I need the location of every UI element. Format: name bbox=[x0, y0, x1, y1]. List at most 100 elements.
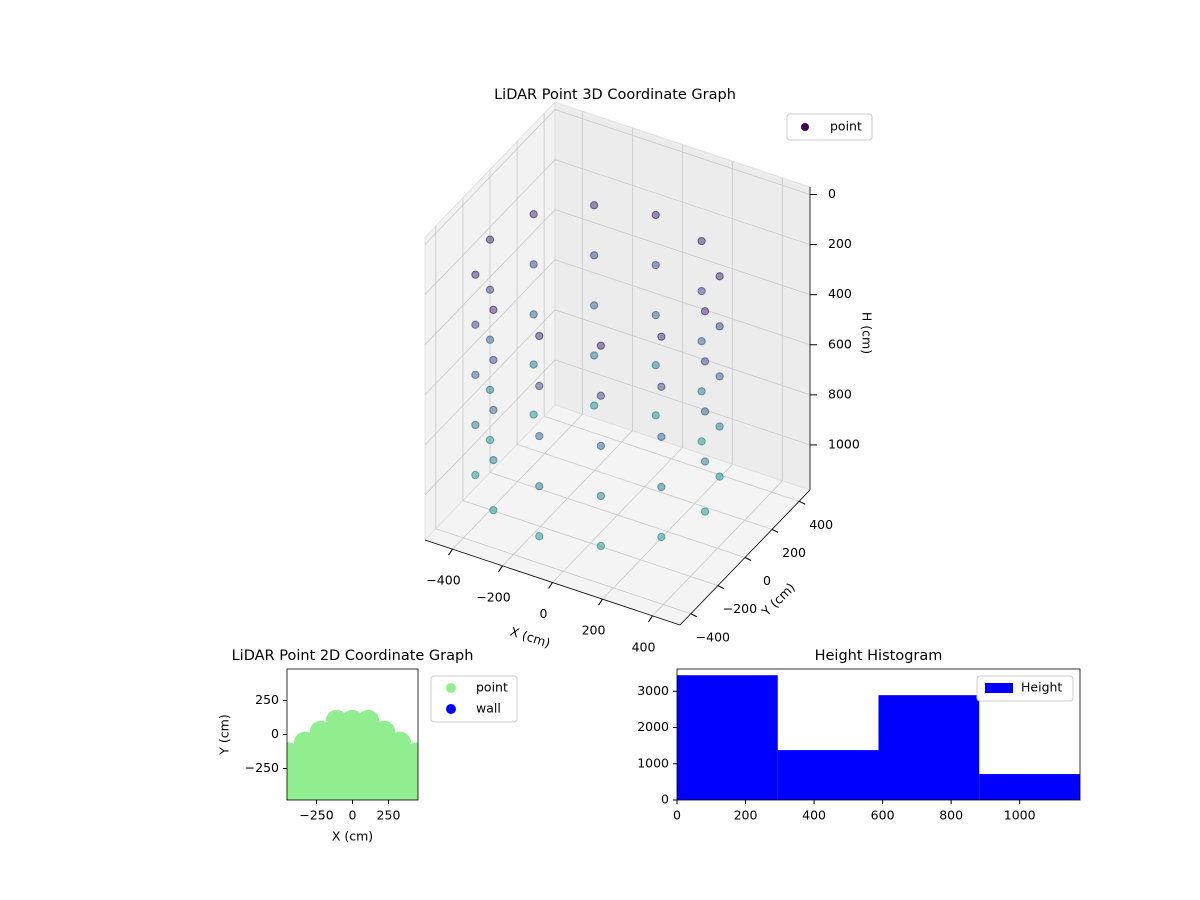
point bbox=[535, 381, 544, 391]
point bbox=[357, 709, 380, 732]
grid-line bbox=[424, 209, 556, 345]
z-tick-label: 400 bbox=[828, 286, 852, 301]
x-tick-label: −250 bbox=[299, 808, 333, 823]
chart-title: LiDAR Point 2D Coordinate Graph bbox=[232, 648, 474, 664]
point bbox=[535, 532, 544, 541]
point bbox=[489, 506, 498, 515]
point bbox=[657, 482, 666, 492]
x-tick-label: 0 bbox=[540, 606, 548, 621]
point bbox=[596, 491, 605, 501]
grid-line bbox=[424, 259, 556, 396]
z-axis-label: H (cm) bbox=[860, 312, 875, 354]
point bbox=[697, 337, 706, 346]
y-tick bbox=[771, 528, 779, 533]
grid-line bbox=[516, 443, 773, 530]
point bbox=[590, 201, 599, 210]
point bbox=[657, 432, 666, 441]
x-tick-label: −400 bbox=[426, 573, 460, 588]
x-tick bbox=[448, 548, 453, 556]
point bbox=[471, 470, 480, 480]
x-tick bbox=[648, 615, 653, 623]
x-tick-label: 200 bbox=[582, 623, 606, 638]
point bbox=[489, 355, 498, 365]
point bbox=[651, 210, 660, 220]
legend-label: Height bbox=[1021, 680, 1062, 695]
y-axis bbox=[679, 489, 811, 626]
x-tick-label: 400 bbox=[802, 808, 826, 823]
point bbox=[489, 305, 498, 314]
grid-line bbox=[554, 309, 811, 396]
point bbox=[471, 370, 480, 379]
point bbox=[485, 385, 495, 394]
x-tick-label: 0 bbox=[673, 808, 681, 823]
x-tick-label: 800 bbox=[939, 808, 963, 823]
z-tick-label: 200 bbox=[828, 236, 852, 251]
point bbox=[529, 310, 538, 319]
grid-line bbox=[435, 528, 691, 615]
y-tick-label: 0 bbox=[271, 726, 279, 741]
y-tick bbox=[690, 613, 698, 618]
point bbox=[596, 441, 605, 450]
x-tick-label: 200 bbox=[734, 808, 758, 823]
legend-patch bbox=[985, 683, 1013, 693]
point bbox=[485, 435, 495, 445]
legend-marker bbox=[446, 704, 456, 714]
grid-line bbox=[424, 309, 556, 446]
point bbox=[715, 372, 724, 381]
point bbox=[489, 455, 498, 465]
point bbox=[535, 482, 544, 491]
y-tick-label: 3000 bbox=[637, 683, 669, 698]
x-tick bbox=[548, 582, 553, 589]
grid-line bbox=[489, 472, 746, 558]
point bbox=[700, 307, 710, 316]
bar bbox=[777, 750, 879, 800]
point bbox=[485, 335, 495, 344]
y-tick-label: 250 bbox=[255, 692, 279, 707]
legend-box bbox=[786, 113, 873, 141]
y-tick-label: 0 bbox=[661, 792, 669, 807]
x-tick-label: 600 bbox=[871, 808, 895, 823]
legend-marker bbox=[801, 123, 809, 131]
x-tick bbox=[598, 598, 603, 606]
y-tick-label: 0 bbox=[763, 573, 771, 588]
point bbox=[715, 472, 724, 481]
z-tick-label: 600 bbox=[828, 336, 852, 351]
grid-line bbox=[544, 415, 800, 502]
y-tick-label: −400 bbox=[696, 629, 730, 644]
point bbox=[373, 720, 396, 743]
grid-line bbox=[554, 159, 811, 245]
point bbox=[700, 457, 710, 466]
point bbox=[590, 401, 599, 410]
point bbox=[651, 411, 660, 420]
point bbox=[590, 301, 599, 310]
point bbox=[697, 287, 706, 296]
point bbox=[389, 731, 412, 754]
point bbox=[700, 507, 710, 516]
point bbox=[485, 285, 495, 294]
chart-title: LiDAR Point 3D Coordinate Graph bbox=[494, 87, 736, 103]
point bbox=[715, 322, 724, 331]
x-tick bbox=[498, 565, 503, 573]
point bbox=[535, 331, 544, 341]
point bbox=[590, 351, 599, 360]
point bbox=[715, 422, 724, 431]
grid-line bbox=[462, 500, 719, 587]
x-tick-label: 1000 bbox=[1004, 808, 1036, 823]
point bbox=[485, 235, 495, 244]
grid-line bbox=[554, 209, 811, 296]
x-axis bbox=[424, 539, 681, 626]
x-tick-label: 250 bbox=[377, 808, 401, 823]
point bbox=[651, 311, 660, 320]
legend-marker bbox=[446, 683, 456, 693]
x-tick-label: 400 bbox=[632, 639, 656, 654]
x-tick-label: 0 bbox=[349, 808, 357, 823]
x-tick-label: −200 bbox=[476, 589, 510, 604]
point bbox=[596, 541, 605, 551]
y-tick-label: −250 bbox=[245, 760, 279, 775]
legend-label: wall bbox=[476, 701, 501, 716]
point bbox=[535, 431, 544, 441]
point bbox=[341, 709, 364, 732]
legend-box bbox=[976, 675, 1074, 702]
z-tick-label: 800 bbox=[828, 386, 852, 401]
